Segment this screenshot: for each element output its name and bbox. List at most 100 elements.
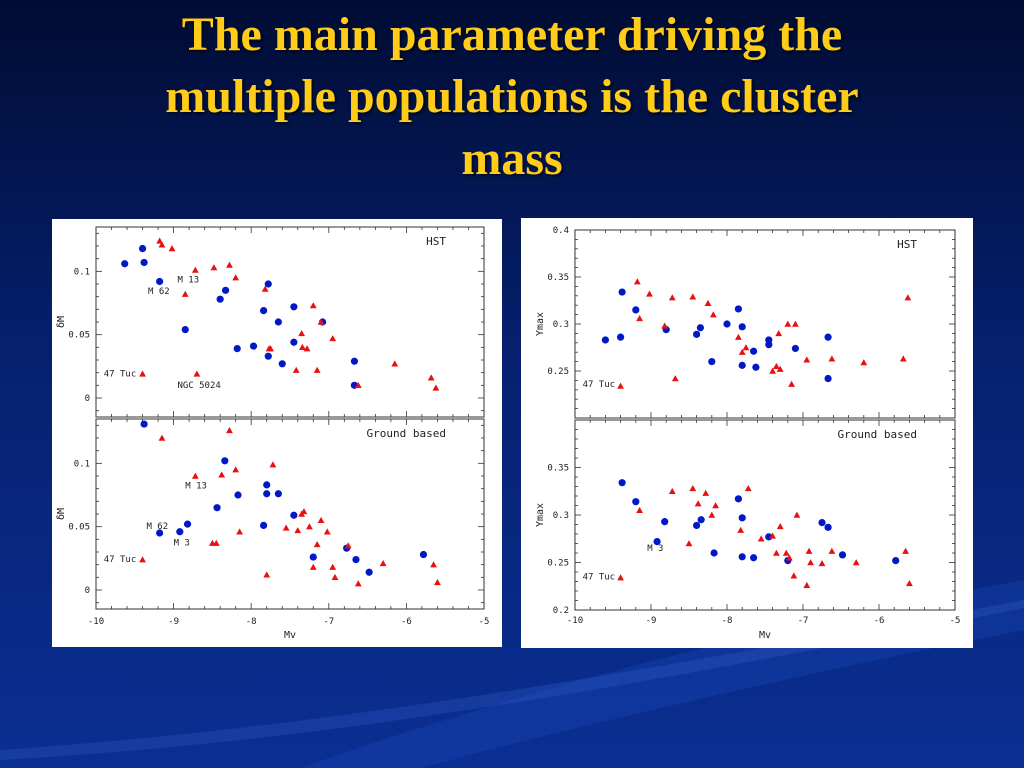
data-point-triangle (391, 360, 399, 367)
x-axis-label: Mv (759, 630, 771, 641)
data-point-triangle (158, 434, 166, 441)
data-point-triangle (299, 343, 306, 351)
data-point-circle (264, 352, 272, 360)
data-point-triangle (427, 374, 435, 381)
data-point-triangle (671, 375, 679, 382)
data-point-triangle (210, 264, 218, 271)
data-point-circle (734, 305, 742, 313)
data-point-triangle (793, 511, 801, 518)
data-point-circle (290, 511, 298, 519)
data-point-triangle (261, 285, 269, 292)
y-tick-label: 0.35 (547, 273, 569, 283)
data-point-triangle (782, 549, 790, 556)
y-axis-label: Ymax (535, 503, 546, 527)
data-point-triangle (226, 261, 233, 268)
subplot-top: 0.4 0.35 0.3 0.25 Ymax HST 47 Tuc (535, 226, 956, 419)
data-point-triangle (193, 370, 201, 377)
data-point-circle (221, 286, 230, 294)
data-point-triangle (294, 527, 302, 534)
data-point-triangle (269, 461, 277, 468)
data-point-circle (765, 533, 773, 541)
data-point-triangle (709, 311, 717, 318)
y-tick-label: 0.05 (68, 523, 90, 533)
data-point-circle (693, 521, 701, 530)
data-point-triangle (306, 523, 313, 530)
data-point-circle (264, 280, 272, 288)
plot-frame (574, 419, 956, 611)
data-point-triangle (803, 356, 811, 363)
data-point-triangle (828, 547, 836, 554)
y-tick-label: 0.05 (68, 331, 90, 341)
data-point-triangle (344, 542, 352, 549)
data-point-triangle (432, 384, 440, 391)
data-point-triangle (218, 471, 226, 478)
data-point-triangle (792, 320, 799, 327)
data-point-circle (309, 553, 317, 561)
data-point-triangle (329, 563, 337, 570)
y-tick-label: 0.25 (547, 367, 569, 377)
x-tick-label: -9 (646, 616, 657, 626)
data-point-circle (738, 553, 746, 561)
data-point-circle (752, 363, 760, 371)
x-tick-label: -6 (401, 617, 412, 627)
x-tick-label: -9 (168, 617, 179, 627)
x-tick-label: -7 (323, 617, 334, 627)
data-point-triangle (803, 581, 811, 589)
data-point-circle (750, 554, 758, 562)
data-point-circle (750, 347, 758, 355)
data-point-triangle (156, 237, 164, 244)
data-point-triangle (818, 560, 826, 567)
data-point-triangle (158, 241, 166, 248)
data-point-triangle (737, 526, 745, 533)
annotation-label: NGC 5024 (177, 381, 220, 391)
data-point-circle (352, 556, 360, 564)
data-point-circle (156, 277, 164, 286)
data-point-circle (765, 341, 773, 349)
y-tick-label: 0.2 (553, 606, 569, 616)
data-point-triangle (668, 487, 676, 494)
data-point-circle (818, 519, 826, 527)
annotation-label: 47 Tuc (583, 573, 616, 583)
data-point-triangle (668, 294, 676, 301)
data-point-circle (274, 490, 282, 498)
data-point-circle (350, 357, 359, 365)
data-point-circle (723, 320, 731, 328)
data-point-triangle (617, 382, 624, 389)
data-point-triangle (633, 278, 641, 285)
plot-frame (574, 229, 956, 419)
data-point-triangle (323, 528, 331, 535)
plot-frame (95, 226, 485, 418)
data-point-triangle (292, 366, 300, 373)
data-point-triangle (694, 500, 702, 507)
data-point-triangle (226, 427, 233, 434)
annotation-label: M 62 (148, 287, 170, 297)
data-point-circle (260, 307, 268, 315)
data-point-triangle (769, 367, 776, 374)
data-point-circle (181, 326, 189, 334)
slide-title: The main parameter driving the multiple … (40, 4, 984, 190)
data-point-circle (278, 360, 286, 368)
data-point-circle (738, 323, 746, 331)
x-tick-label: -7 (798, 616, 809, 626)
subplot-tag: Ground based (367, 427, 446, 440)
data-point-triangle (773, 362, 780, 370)
x-tick-label: -6 (874, 616, 885, 626)
plot-frame (95, 418, 485, 610)
data-point-circle (263, 490, 271, 498)
data-point-circle (824, 374, 832, 383)
data-point-triangle (689, 293, 697, 300)
data-point-triangle (263, 571, 271, 578)
x-tick-label: -8 (722, 616, 733, 626)
data-point-triangle (309, 302, 317, 309)
subplot-top: 0.1 0.05 0 δM HST M 13 M 62 47 Tuc NGC 5024 (56, 226, 485, 418)
data-point-circle (697, 516, 705, 524)
data-point-triangle (354, 381, 362, 389)
data-point-triangle (236, 528, 243, 535)
annotation-label: M 3 (174, 539, 190, 549)
y-tick-label: 0.25 (547, 559, 569, 569)
data-point-circle (249, 342, 258, 350)
data-point-circle (156, 529, 164, 537)
subplot-bottom: 0.35 0.3 0.25 0.2 Ymax Ground based M 3 47 Tuc (535, 419, 956, 616)
data-point-triangle (317, 318, 325, 325)
